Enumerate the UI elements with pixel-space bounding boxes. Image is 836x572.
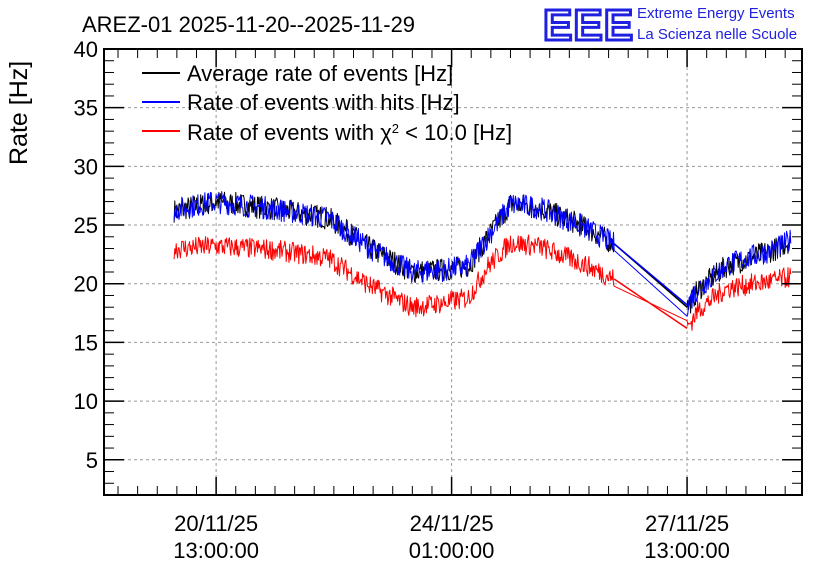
logo-line2: La Scienza nelle Scuole <box>637 26 797 43</box>
y-tick-label: 15 <box>74 330 98 355</box>
x-tick-time: 13:00:00 <box>644 538 730 563</box>
axis-ticks <box>104 48 802 496</box>
y-axis-label: Rate [Hz] <box>5 61 33 165</box>
y-tick-label: 5 <box>86 448 98 473</box>
legend-label-chi: Rate of events with χ2 < 10.0 [Hz] <box>187 120 512 145</box>
series-line-2 <box>173 191 792 317</box>
gap-connector-3 <box>613 278 688 329</box>
chart-title: AREZ-01 2025-11-20--2025-11-29 <box>82 12 415 37</box>
x-tick-date: 27/11/25 <box>645 511 729 536</box>
series-layer <box>173 191 792 331</box>
eee-logo: EEE <box>543 1 634 50</box>
y-tick-label: 35 <box>74 96 98 121</box>
x-tick-labels: 20/11/2513:00:0024/11/2501:00:0027/11/25… <box>173 511 730 563</box>
y-tick-label: 10 <box>74 389 98 414</box>
x-tick-time: 13:00:00 <box>173 538 259 563</box>
logo-line1: Extreme Energy Events <box>637 5 795 22</box>
y-tick-labels: 5 10 15 20 25 30 35 40 <box>74 37 98 473</box>
y-tick-label: 20 <box>74 272 98 297</box>
gap-connector-2 <box>613 243 688 306</box>
y-tick-label: 40 <box>74 37 98 62</box>
legend-label-hits: Rate of events with hits [Hz] <box>187 90 460 115</box>
x-tick-date: 24/11/25 <box>410 511 494 536</box>
legend: Average rate of events [Hz] Rate of even… <box>142 61 512 145</box>
grid-lines <box>104 48 802 495</box>
series-line-3 <box>173 234 792 331</box>
x-tick-time: 01:00:00 <box>409 538 495 563</box>
legend-label-avg: Average rate of events [Hz] <box>187 61 453 86</box>
y-tick-label: 25 <box>74 213 98 238</box>
x-tick-date: 20/11/25 <box>174 511 258 536</box>
y-tick-label: 30 <box>74 154 98 179</box>
